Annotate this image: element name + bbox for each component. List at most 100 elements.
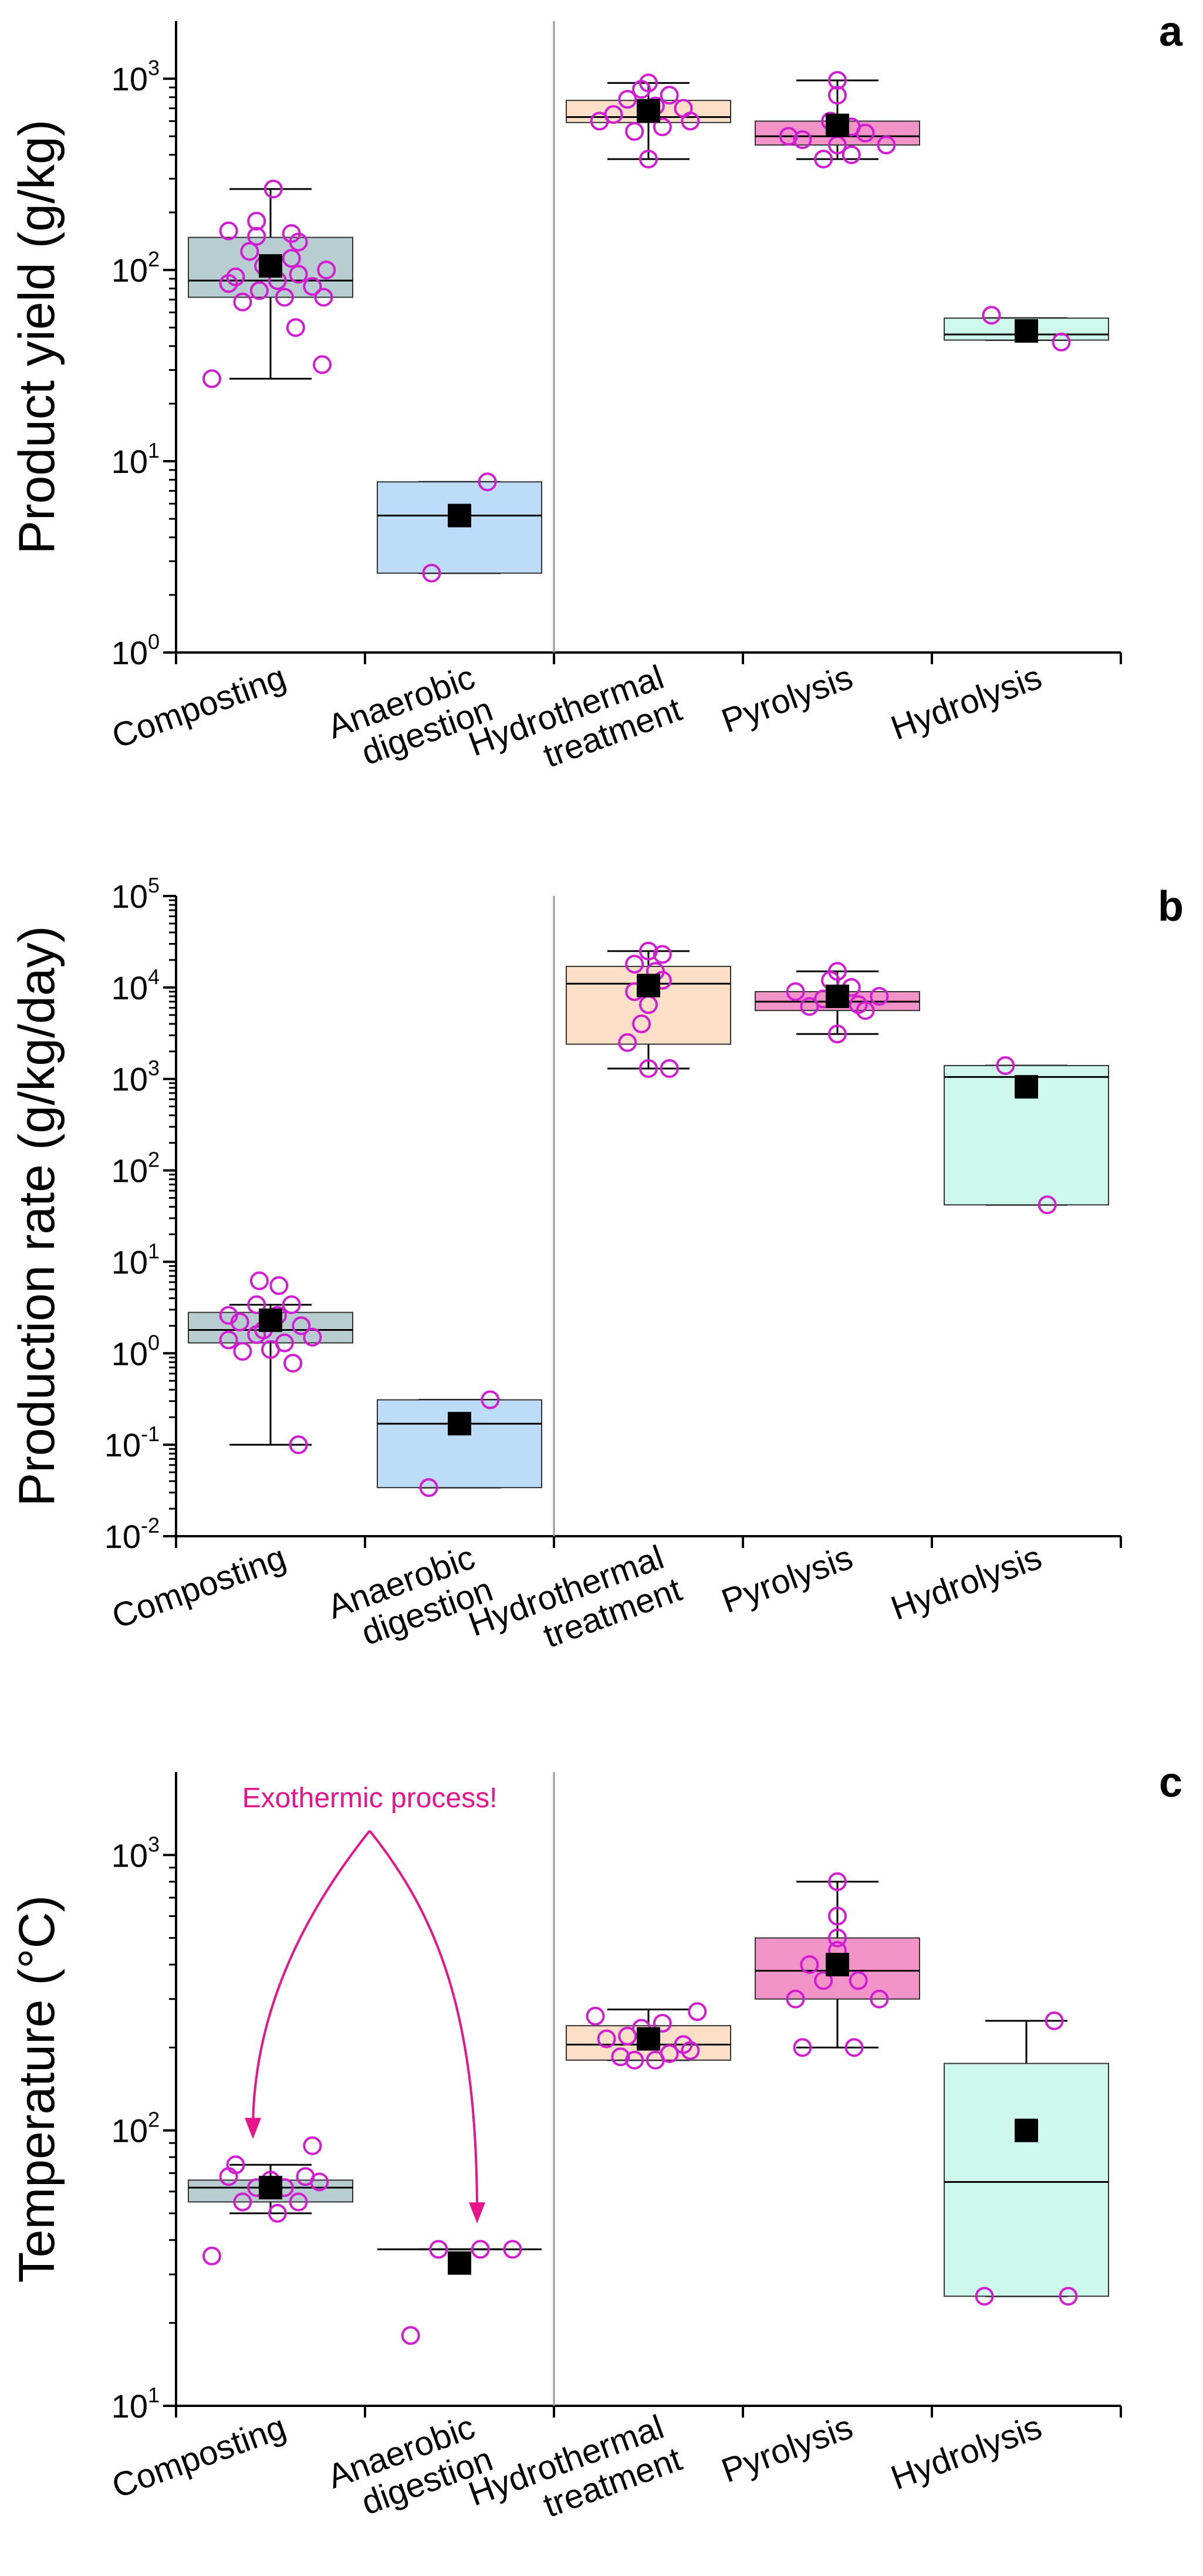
category-label: Hydrolysis — [886, 1538, 1047, 1628]
data-point — [828, 962, 847, 981]
box-3 — [566, 2002, 731, 2070]
mean-marker — [826, 984, 849, 1008]
data-point — [625, 2050, 644, 2070]
data-point — [674, 99, 693, 118]
data-point — [268, 2203, 287, 2223]
data-point — [844, 2038, 864, 2057]
data-point — [975, 2287, 994, 2306]
mean-marker — [637, 2027, 660, 2051]
data-point — [639, 941, 658, 961]
box-1 — [188, 2136, 353, 2266]
data-point — [604, 105, 623, 124]
mean-marker — [637, 99, 660, 123]
data-point — [1045, 2011, 1064, 2030]
data-point — [786, 982, 805, 1001]
data-point — [478, 472, 497, 492]
data-point — [292, 1316, 311, 1336]
box-5 — [944, 1056, 1109, 1215]
data-point — [828, 1872, 847, 1891]
data-point — [289, 2192, 308, 2212]
y-tick-label: 103 — [111, 1832, 160, 1874]
data-point — [800, 1955, 819, 1975]
data-point — [226, 267, 245, 286]
y-axis-label: Temperature (°C) — [9, 1895, 65, 2283]
data-point — [289, 1435, 308, 1455]
box-4 — [755, 1872, 920, 2057]
data-point — [618, 2026, 637, 2046]
category-label: Pyrolysis — [717, 1538, 857, 1620]
y-tick-label: 101 — [111, 2383, 160, 2425]
data-point — [597, 2029, 616, 2048]
data-point — [296, 2167, 315, 2186]
data-point — [503, 2240, 522, 2259]
data-point — [586, 2006, 605, 2026]
data-point — [240, 242, 259, 261]
data-point — [219, 1330, 238, 1350]
data-point — [793, 2038, 812, 2057]
data-point — [870, 1989, 889, 2009]
data-point — [779, 127, 798, 146]
mean-marker — [259, 2176, 282, 2200]
data-point — [247, 1295, 266, 1314]
mean-marker — [1015, 1075, 1038, 1099]
y-tick-label: 10-1 — [104, 1422, 160, 1463]
data-point — [646, 2050, 665, 2070]
box-2 — [377, 472, 542, 583]
data-point — [282, 224, 301, 244]
data-point — [653, 2013, 672, 2033]
y-tick-label: 10-2 — [104, 1513, 160, 1555]
panel-letter: c — [1159, 1759, 1182, 1806]
data-point — [660, 1059, 679, 1078]
data-point — [793, 130, 812, 150]
data-point — [289, 265, 308, 284]
box-1 — [188, 180, 353, 388]
data-point — [202, 369, 222, 388]
data-point — [314, 288, 333, 307]
data-point — [877, 136, 896, 155]
category-label: Hydrothermaltreatment — [464, 2406, 687, 2548]
data-point — [275, 288, 294, 307]
box-5 — [944, 2011, 1109, 2306]
data-point — [828, 86, 847, 105]
data-point — [269, 1276, 289, 1295]
annotation-arrow — [252, 1830, 371, 2130]
panel-a: 100 101 102 103 Product yield (g/kg) a Compost… — [9, 8, 1183, 798]
data-point — [688, 2002, 707, 2021]
data-point — [275, 1333, 294, 1353]
data-point — [982, 306, 1001, 325]
category-label: Hydrothermaltreatment — [464, 656, 687, 798]
data-point — [249, 281, 269, 300]
box-4 — [755, 70, 920, 169]
data-point — [681, 2041, 700, 2060]
y-axis-label: Production rate (g/kg/day) — [9, 926, 65, 1507]
box-2 — [377, 1390, 542, 1497]
data-point — [233, 292, 252, 312]
box-1 — [188, 1271, 353, 1455]
mean-marker — [448, 1412, 471, 1436]
data-point — [618, 90, 637, 109]
data-point — [842, 145, 861, 164]
data-point — [249, 1271, 269, 1290]
data-point — [286, 318, 305, 337]
category-label: Hydrolysis — [886, 658, 1047, 748]
mean-marker — [826, 113, 849, 137]
data-point — [1059, 2287, 1078, 2306]
category-label: Pyrolysis — [717, 2408, 857, 2490]
category-label: Hydrothermaltreatment — [464, 1536, 687, 1678]
data-point — [639, 150, 658, 169]
data-point — [618, 1033, 637, 1052]
category-label: Anaerobicdigestion — [323, 1536, 498, 1661]
data-point — [471, 2240, 490, 2259]
y-tick-label: 103 — [111, 56, 160, 97]
data-point — [625, 121, 644, 141]
mean-marker — [1015, 319, 1038, 343]
mean-marker — [448, 503, 471, 528]
data-point — [202, 2246, 222, 2266]
y-tick-label: 105 — [111, 873, 160, 915]
annotation-arrow — [369, 1830, 478, 2215]
data-point — [996, 1056, 1015, 1075]
data-point — [828, 70, 847, 90]
y-tick-label: 102 — [111, 2108, 160, 2149]
